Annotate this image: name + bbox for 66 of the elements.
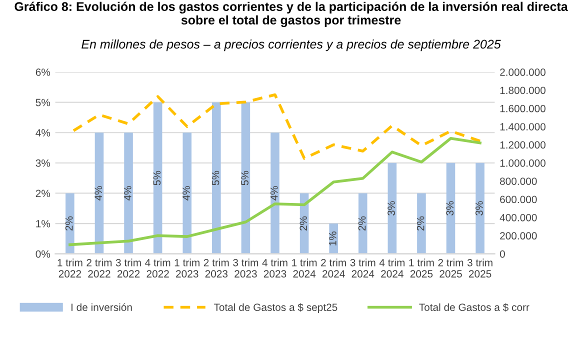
x-tick-label: 2 trim 2023 <box>204 258 229 278</box>
bar <box>358 193 368 254</box>
x-tick-label: 2 trim 2024 <box>321 258 346 278</box>
y-tick-label: 6% <box>36 68 50 76</box>
x-tick-label: 2 trim 2022 <box>86 258 112 278</box>
data-label: 3% <box>388 201 395 216</box>
bar <box>182 132 192 254</box>
chart-title: Gráfico 8: Evolución de los gastos corrientes y de la participación de la inversión real directa sobre el total de gastos por trimestre <box>14 2 568 28</box>
y-tick-label: 1% <box>36 220 50 228</box>
bar <box>124 132 133 254</box>
data-label: 3% <box>475 201 483 216</box>
bar <box>476 162 484 254</box>
x-tick-label: 1 trim 2023 <box>174 258 200 278</box>
x-tick-label: 1 trim 2022 <box>58 258 82 278</box>
data-label: 5% <box>241 170 248 186</box>
y2-tick-label: 600.000 <box>500 196 537 204</box>
bar <box>446 162 456 254</box>
y2-tick-label: 800.000 <box>500 178 537 185</box>
legend-label: Total de Gastos a $ corr <box>419 303 530 312</box>
data-label: 4% <box>182 186 190 201</box>
y2-tick-label: 1.400.000 <box>500 123 546 130</box>
chart-subtitle: En millones de pesos – a precios corrientes y a precios de septiembre 2025 <box>82 39 501 52</box>
data-label: 1% <box>329 232 336 246</box>
bar <box>241 102 250 254</box>
x-tick-label: 3 trim 2025 <box>467 258 492 278</box>
legend-label: Total de Gastos a $ sept25 <box>214 303 338 314</box>
y-tick-label: 5% <box>36 98 50 106</box>
bar <box>153 102 162 254</box>
y2-tick-label: 1.200.000 <box>500 141 546 149</box>
y2-tick-label: 2.000.000 <box>500 68 546 76</box>
y2-tick-label: 1.800.000 <box>500 86 546 94</box>
y-tick-label: 3% <box>36 159 50 167</box>
x-tick-label: 4 trim 2023 <box>262 258 288 278</box>
bar <box>270 132 280 254</box>
y-tick-label: 0% <box>36 250 50 258</box>
bar <box>66 193 74 254</box>
x-tick-label: 3 trim 2022 <box>116 258 141 278</box>
x-tick-label: 2 trim 2025 <box>438 258 464 278</box>
bar <box>417 193 426 254</box>
legend-label: I de inversión <box>71 303 132 312</box>
y2-tick-label: 0 <box>500 250 505 258</box>
y-tick-label: 2% <box>36 190 50 198</box>
data-label: 4% <box>94 186 102 201</box>
x-tick-label: 1 trim 2024 <box>292 258 317 278</box>
data-label: 4% <box>270 186 278 201</box>
data-label: 4% <box>124 186 132 201</box>
data-label: 2% <box>358 216 366 231</box>
data-label: 2% <box>300 216 308 231</box>
y2-tick-label: 400.000 <box>500 214 537 222</box>
data-label: 2% <box>416 216 424 231</box>
x-tick-label: 4 trim 2022 <box>145 258 170 278</box>
y2-tick-label: 200.000 <box>500 232 537 240</box>
y-tick-label: 4% <box>36 129 50 136</box>
y2-tick-label: 1.000.000 <box>500 159 546 167</box>
x-tick-label: 1 trim 2025 <box>409 258 434 278</box>
bar <box>388 162 397 254</box>
y2-tick-label: 1.600.000 <box>500 104 546 112</box>
bar <box>212 102 221 254</box>
x-tick-label: 3 trim 2023 <box>233 258 258 278</box>
x-tick-label: 3 trim 2024 <box>350 258 376 278</box>
bar <box>94 132 104 254</box>
data-label: 5% <box>153 170 161 186</box>
data-label: 3% <box>446 201 454 216</box>
data-label: 2% <box>65 216 73 231</box>
data-label: 5% <box>212 170 220 186</box>
x-tick-label: 4 trim 2024 <box>379 258 405 278</box>
